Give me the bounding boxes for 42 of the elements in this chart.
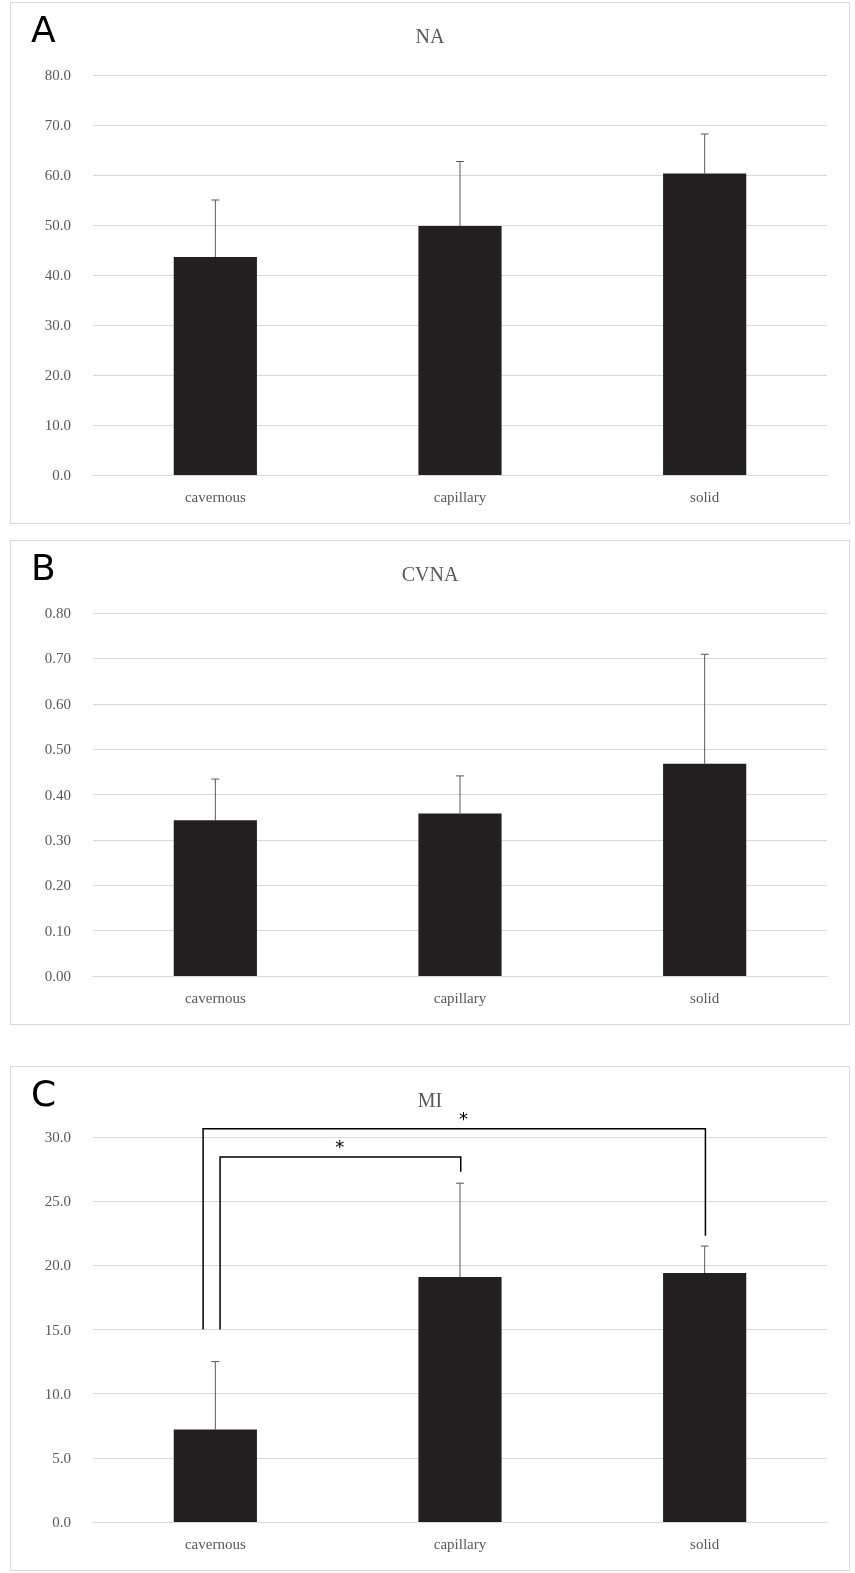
text: C [31, 1072, 57, 1114]
y-tick-label: 0.10 [44, 922, 71, 939]
y-tick-label: 50.0 [44, 217, 71, 233]
x-tick-label: solid [690, 1535, 720, 1552]
annotation: * [335, 1136, 345, 1158]
text: B [31, 546, 56, 588]
text: * [459, 1108, 468, 1130]
y-tick-label: 30.0 [44, 1129, 71, 1145]
y-tick-label: 10.0 [44, 417, 71, 433]
x-tick-label: cavernous [184, 1535, 246, 1552]
y-tick-label: 0.40 [44, 786, 71, 803]
y-tick-label: 60.0 [44, 167, 71, 183]
y-tick-label: 0.0 [52, 1514, 71, 1530]
y-tick-label: 15.0 [44, 1321, 71, 1338]
y-tick-label: 20.0 [44, 1257, 71, 1274]
y-tick-label: 25.0 [44, 1193, 71, 1210]
x-tick-label: solid [690, 989, 720, 1006]
y-tick-label: 0.80 [44, 605, 71, 621]
y-tick-label: 0.70 [44, 650, 71, 667]
y-tick-label: 5.0 [52, 1449, 71, 1466]
x-tick-label: cavernous [184, 989, 246, 1006]
y-tick-label: 0.20 [44, 877, 71, 894]
y-tick-label: 70.0 [44, 117, 71, 133]
y-tick-label: 30.0 [44, 317, 71, 333]
chart-title: MI [417, 1089, 443, 1111]
x-tick-label: solid [690, 488, 720, 505]
y-tick-label: 20.0 [44, 367, 71, 383]
y-tick-label: 0.50 [44, 741, 71, 758]
y-tick-label: 40.0 [44, 267, 71, 283]
y-tick-label: 10.0 [44, 1385, 71, 1402]
x-tick-label: capillary [433, 1535, 487, 1552]
text: A [31, 8, 56, 50]
y-tick-label: 0.60 [44, 695, 71, 712]
y-tick-label: 0.00 [44, 968, 71, 984]
y-tick-label: 0.30 [44, 831, 71, 848]
chart-title: CVNA [401, 563, 459, 585]
y-tick-label: 80.0 [44, 67, 71, 83]
x-tick-label: capillary [433, 488, 487, 505]
x-tick-label: capillary [433, 989, 487, 1006]
y-tick-label: 0.0 [52, 467, 71, 483]
x-tick-label: cavernous [184, 488, 246, 505]
chart-title: NA [415, 25, 445, 47]
